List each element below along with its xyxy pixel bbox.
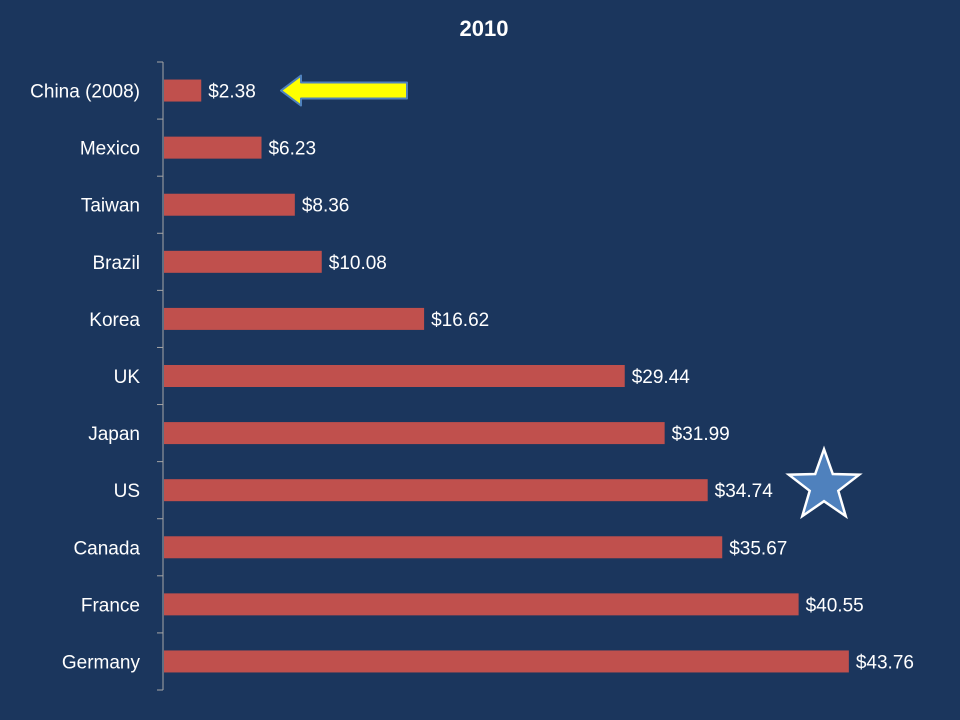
category-label: Taiwan <box>81 196 140 217</box>
bar <box>164 307 425 330</box>
category-labels: China (2008) Mexico Taiwan Brazil Korea UK Jap… <box>30 82 140 674</box>
bar <box>164 136 262 159</box>
bars <box>164 79 849 673</box>
category-label: US <box>114 481 140 502</box>
category-label: Brazil <box>92 253 140 274</box>
star-icon <box>785 445 863 520</box>
value-labels: $2.38 $6.23 $8.36 $10.08 $16.62 $29.44 $31.99 $… <box>208 82 914 674</box>
bar <box>164 365 625 387</box>
bar <box>164 79 202 102</box>
left-arrow-icon <box>280 74 408 107</box>
bar <box>164 593 799 616</box>
category-label: Korea <box>89 310 140 331</box>
category-label: China (2008) <box>30 82 140 103</box>
bar <box>164 536 723 559</box>
value-label: $31.99 <box>672 424 730 445</box>
annotations <box>280 74 863 520</box>
value-label: $43.76 <box>856 652 914 673</box>
category-axis <box>157 61 164 691</box>
bar <box>164 650 849 673</box>
value-label: $34.74 <box>715 481 774 502</box>
chart-title: 2010 <box>460 16 509 41</box>
category-label: Mexico <box>80 139 140 160</box>
value-label: $10.08 <box>329 253 387 274</box>
bar <box>164 193 295 216</box>
bar <box>164 422 665 445</box>
value-label: $2.38 <box>208 82 256 103</box>
value-label: $40.55 <box>806 595 864 616</box>
category-label: Japan <box>88 424 140 445</box>
bar <box>164 479 708 502</box>
value-label: $29.44 <box>632 367 691 388</box>
value-label: $6.23 <box>268 139 316 160</box>
bar <box>164 250 322 273</box>
value-label: $35.67 <box>729 538 787 559</box>
value-label: $8.36 <box>302 196 350 217</box>
category-label: Germany <box>62 652 141 673</box>
category-label: France <box>81 595 140 616</box>
category-label: Canada <box>73 538 140 559</box>
category-label: UK <box>114 367 141 388</box>
value-label: $16.62 <box>431 310 489 331</box>
